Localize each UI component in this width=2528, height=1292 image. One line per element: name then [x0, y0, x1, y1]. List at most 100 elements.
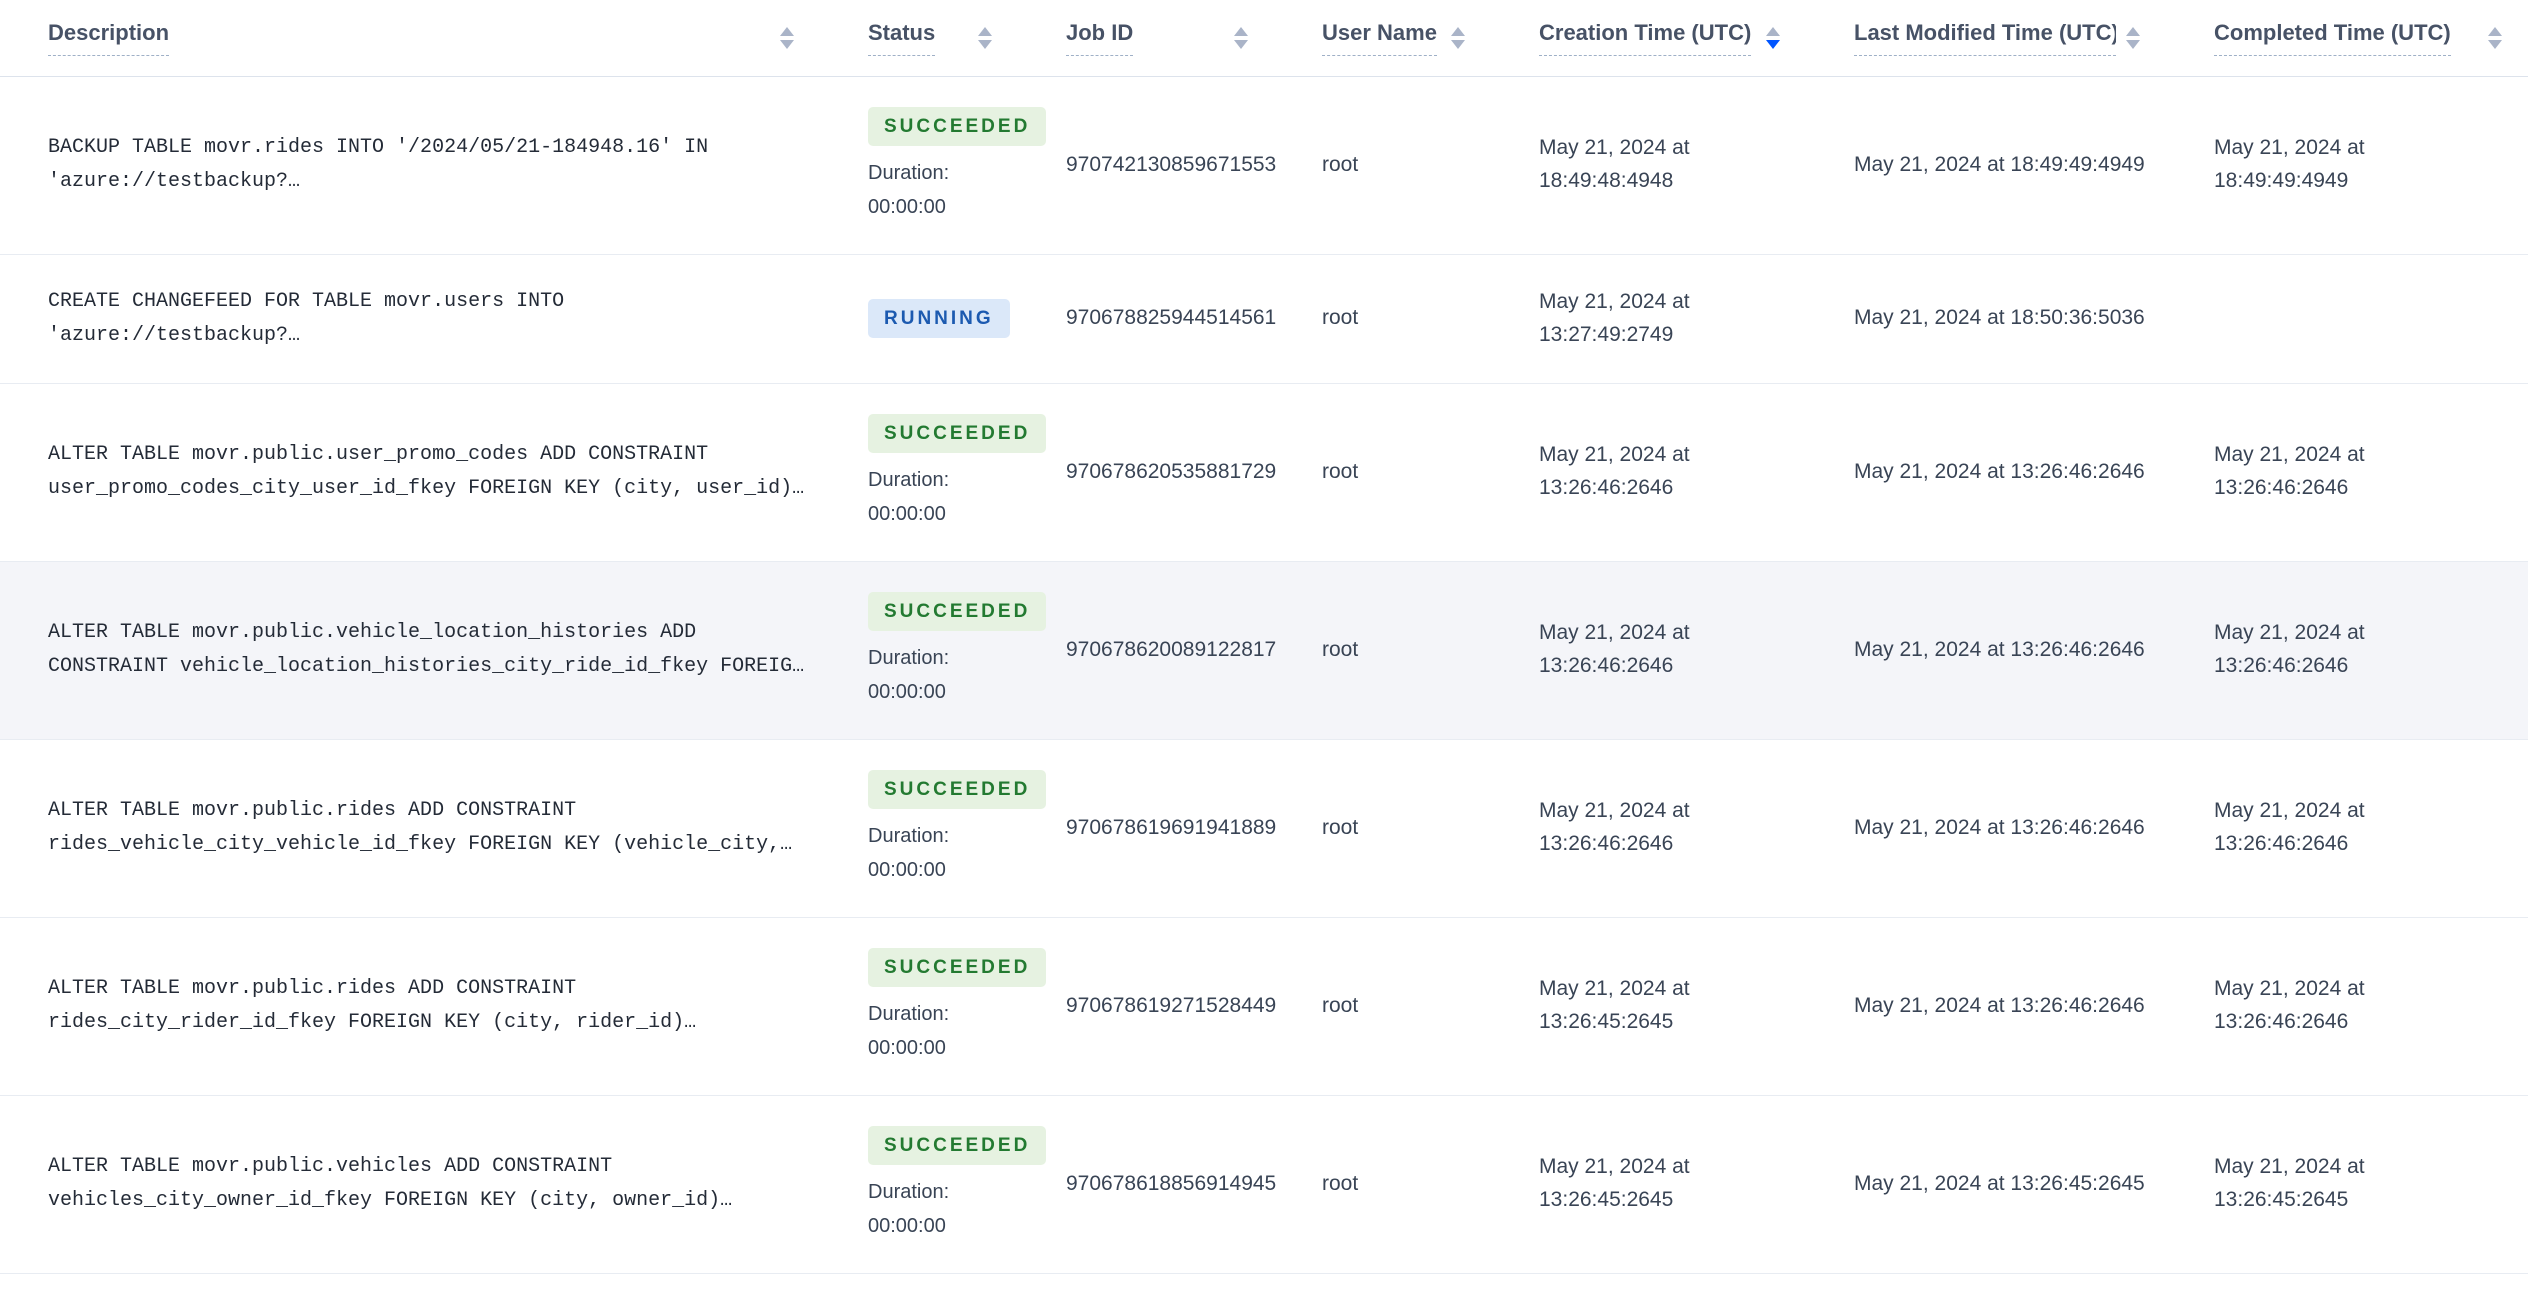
- job-row[interactable]: IMPORT INTO movr.public.rides CSV DATA (…: [0, 1273, 2528, 1292]
- status-badge: SUCCEEDED: [868, 106, 1047, 146]
- sort-asc-icon: [2126, 26, 2140, 36]
- sort-arrows-icon[interactable]: [978, 26, 992, 49]
- completed-time-cell: May 21, 2024 at 13:26:46:2646: [2166, 561, 2528, 739]
- creation-time-cell: May 21, 2024 at 13:26:46:2646: [1491, 561, 1806, 739]
- last-modified-time: May 21, 2024 at 13:26:46:2646: [1854, 993, 2145, 1017]
- creation-time-cell: May 21, 2024 at 13:26:45:2645: [1491, 917, 1806, 1095]
- sort-asc-icon: [978, 26, 992, 36]
- creation-time-cell: May 21, 2024 at 18:49:48:4948: [1491, 76, 1806, 254]
- column-header[interactable]: User Name: [1274, 0, 1491, 77]
- last-modified-time: May 21, 2024 at 13:26:45:2645: [1854, 1171, 2145, 1195]
- job-description-cell: ALTER TABLE movr.public.rides ADD CONSTR…: [0, 917, 820, 1095]
- job-status-cell: SUCCEEDED Duration: 00:00:00: [820, 1095, 1047, 1273]
- job-description-cell: CREATE CHANGEFEED FOR TABLE movr.users I…: [0, 254, 820, 383]
- sort-desc-icon: [2488, 39, 2502, 49]
- job-row[interactable]: CREATE CHANGEFEED FOR TABLE movr.users I…: [0, 254, 2528, 383]
- completed-time: May 21, 2024 at 13:26:46:2646: [2214, 621, 2365, 677]
- job-duration: Duration: 00:00:00: [868, 824, 950, 881]
- completed-time-cell: May 21, 2024 at 13:26:45:2645: [2166, 1095, 2528, 1273]
- creation-time: May 21, 2024 at 13:26:46:2646: [1539, 799, 1690, 855]
- job-id: 970678620089122817: [1066, 637, 1277, 661]
- jobs-table-body: BACKUP TABLE movr.rides INTO '/2024/05/2…: [0, 76, 2528, 1292]
- job-row[interactable]: BACKUP TABLE movr.rides INTO '/2024/05/2…: [0, 76, 2528, 254]
- job-status-cell: RUNNING: [820, 254, 1018, 383]
- column-header[interactable]: Description: [0, 0, 820, 77]
- last-modified-time-cell: May 21, 2024 at 13:26:46:2646: [1806, 739, 2166, 917]
- column-header-label: Job ID: [1066, 20, 1134, 56]
- sort-desc-icon: [780, 39, 794, 49]
- column-header[interactable]: Status: [820, 0, 1018, 77]
- column-header-label: User Name: [1322, 20, 1437, 56]
- sort-asc-icon: [1766, 26, 1780, 36]
- status-badge: SUCCEEDED: [868, 1125, 1047, 1165]
- status-badge: SUCCEEDED: [868, 769, 1047, 809]
- user-name-cell: root: [1274, 254, 1491, 383]
- sort-arrows-icon[interactable]: [1234, 26, 1248, 49]
- completed-time-cell: May 21, 2024 at 13:26:46:2646: [2166, 383, 2528, 561]
- completed-time: May 21, 2024 at 13:26:46:2646: [2214, 443, 2365, 499]
- column-header[interactable]: Completed Time (UTC): [2166, 0, 2528, 77]
- sort-arrows-icon[interactable]: [2126, 26, 2140, 49]
- job-status-cell: SUCCEEDED Duration: 00:00:00: [820, 76, 1047, 254]
- last-modified-time-cell: May 21, 2024 at 13:26:46:2646: [1806, 917, 2166, 1095]
- creation-time-cell: May 21, 2024 at 13:26:43:2643: [1491, 1273, 1806, 1292]
- column-header-label: Status: [868, 20, 936, 56]
- job-status-cell: SUCCEEDED Duration: 00:00:00: [820, 917, 1047, 1095]
- job-description: BACKUP TABLE movr.rides INTO '/2024/05/2…: [48, 136, 709, 193]
- user-name-cell: root: [1274, 76, 1491, 254]
- job-id-cell: 970678825944514561: [1018, 254, 1276, 383]
- job-id-cell: 970678612838252545: [1018, 1273, 1274, 1292]
- column-header[interactable]: Creation Time (UTC): [1491, 0, 1806, 77]
- last-modified-time-cell: May 21, 2024 at 13:26:46:2646: [1806, 383, 2166, 561]
- sort-asc-icon: [2488, 26, 2502, 36]
- completed-time-cell: [2166, 254, 2528, 383]
- column-header[interactable]: Last Modified Time (UTC): [1806, 0, 2166, 77]
- sort-arrows-icon[interactable]: [2488, 26, 2502, 49]
- user-name: root: [1322, 152, 1359, 176]
- user-name-cell: root: [1274, 739, 1491, 917]
- last-modified-time: May 21, 2024 at 13:26:46:2646: [1854, 815, 2145, 839]
- job-row[interactable]: ALTER TABLE movr.public.user_promo_codes…: [0, 383, 2528, 561]
- job-row[interactable]: ALTER TABLE movr.public.rides ADD CONSTR…: [0, 739, 2528, 917]
- last-modified-time-cell: May 21, 2024 at 13:26:45:2645: [1806, 1095, 2166, 1273]
- job-id-cell: 970678618856914945: [1018, 1095, 1276, 1273]
- job-description: ALTER TABLE movr.public.user_promo_codes…: [48, 443, 805, 500]
- creation-time: May 21, 2024 at 18:49:48:4948: [1539, 136, 1690, 192]
- job-row[interactable]: ALTER TABLE movr.public.rides ADD CONSTR…: [0, 917, 2528, 1095]
- status-badge: SUCCEEDED: [868, 591, 1047, 631]
- completed-time: May 21, 2024 at 13:26:46:2646: [2214, 799, 2365, 855]
- completed-time-cell: May 21, 2024 at 13:26:46:2646: [2166, 917, 2528, 1095]
- column-header-label: Last Modified Time (UTC): [1854, 20, 2116, 56]
- creation-time: May 21, 2024 at 13:26:45:2645: [1539, 977, 1690, 1033]
- user-name: root: [1322, 459, 1359, 483]
- job-id-cell: 970742130859671553: [1018, 76, 1277, 254]
- last-modified-time: May 21, 2024 at 18:49:49:4949: [1854, 152, 2145, 176]
- status-badge: SUCCEEDED: [868, 947, 1047, 987]
- creation-time: May 21, 2024 at 13:26:46:2646: [1539, 443, 1690, 499]
- job-row[interactable]: ALTER TABLE movr.public.vehicles ADD CON…: [0, 1095, 2528, 1273]
- user-name-cell: root: [1274, 383, 1491, 561]
- sort-arrows-icon[interactable]: [1451, 26, 1465, 49]
- job-description-cell: IMPORT INTO movr.public.rides CSV DATA (…: [0, 1273, 820, 1292]
- last-modified-time-cell: May 21, 2024 at 18:49:49:4949: [1806, 76, 2166, 254]
- job-id: 970678619271528449: [1066, 993, 1277, 1017]
- job-description: ALTER TABLE movr.public.vehicles ADD CON…: [48, 1155, 733, 1212]
- job-row[interactable]: ALTER TABLE movr.public.vehicle_location…: [0, 561, 2528, 739]
- header-row: Description Status Job ID User Name: [0, 0, 2528, 77]
- status-badge: SUCCEEDED: [868, 413, 1047, 453]
- column-header[interactable]: Job ID: [1018, 0, 1274, 77]
- job-duration: Duration: 00:00:00: [868, 468, 950, 525]
- user-name: root: [1322, 815, 1359, 839]
- sort-arrows-icon[interactable]: [780, 26, 794, 49]
- last-modified-time-cell: May 21, 2024 at 13:26:44:2644: [1806, 1273, 2166, 1292]
- sort-desc-icon: [2126, 39, 2140, 49]
- job-description: ALTER TABLE movr.public.rides ADD CONSTR…: [48, 799, 793, 856]
- status-badge: RUNNING: [868, 299, 1010, 338]
- job-id: 970742130859671553: [1066, 152, 1277, 176]
- job-status-cell: SUCCEEDED Duration: 00:00:00: [820, 739, 1047, 917]
- completed-time: May 21, 2024 at 13:26:46:2646: [2214, 977, 2365, 1033]
- creation-time-cell: May 21, 2024 at 13:26:45:2645: [1491, 1095, 1806, 1273]
- job-description: ALTER TABLE movr.public.vehicle_location…: [48, 621, 805, 678]
- creation-time-cell: May 21, 2024 at 13:26:46:2646: [1491, 739, 1806, 917]
- sort-arrows-icon[interactable]: [1766, 26, 1780, 49]
